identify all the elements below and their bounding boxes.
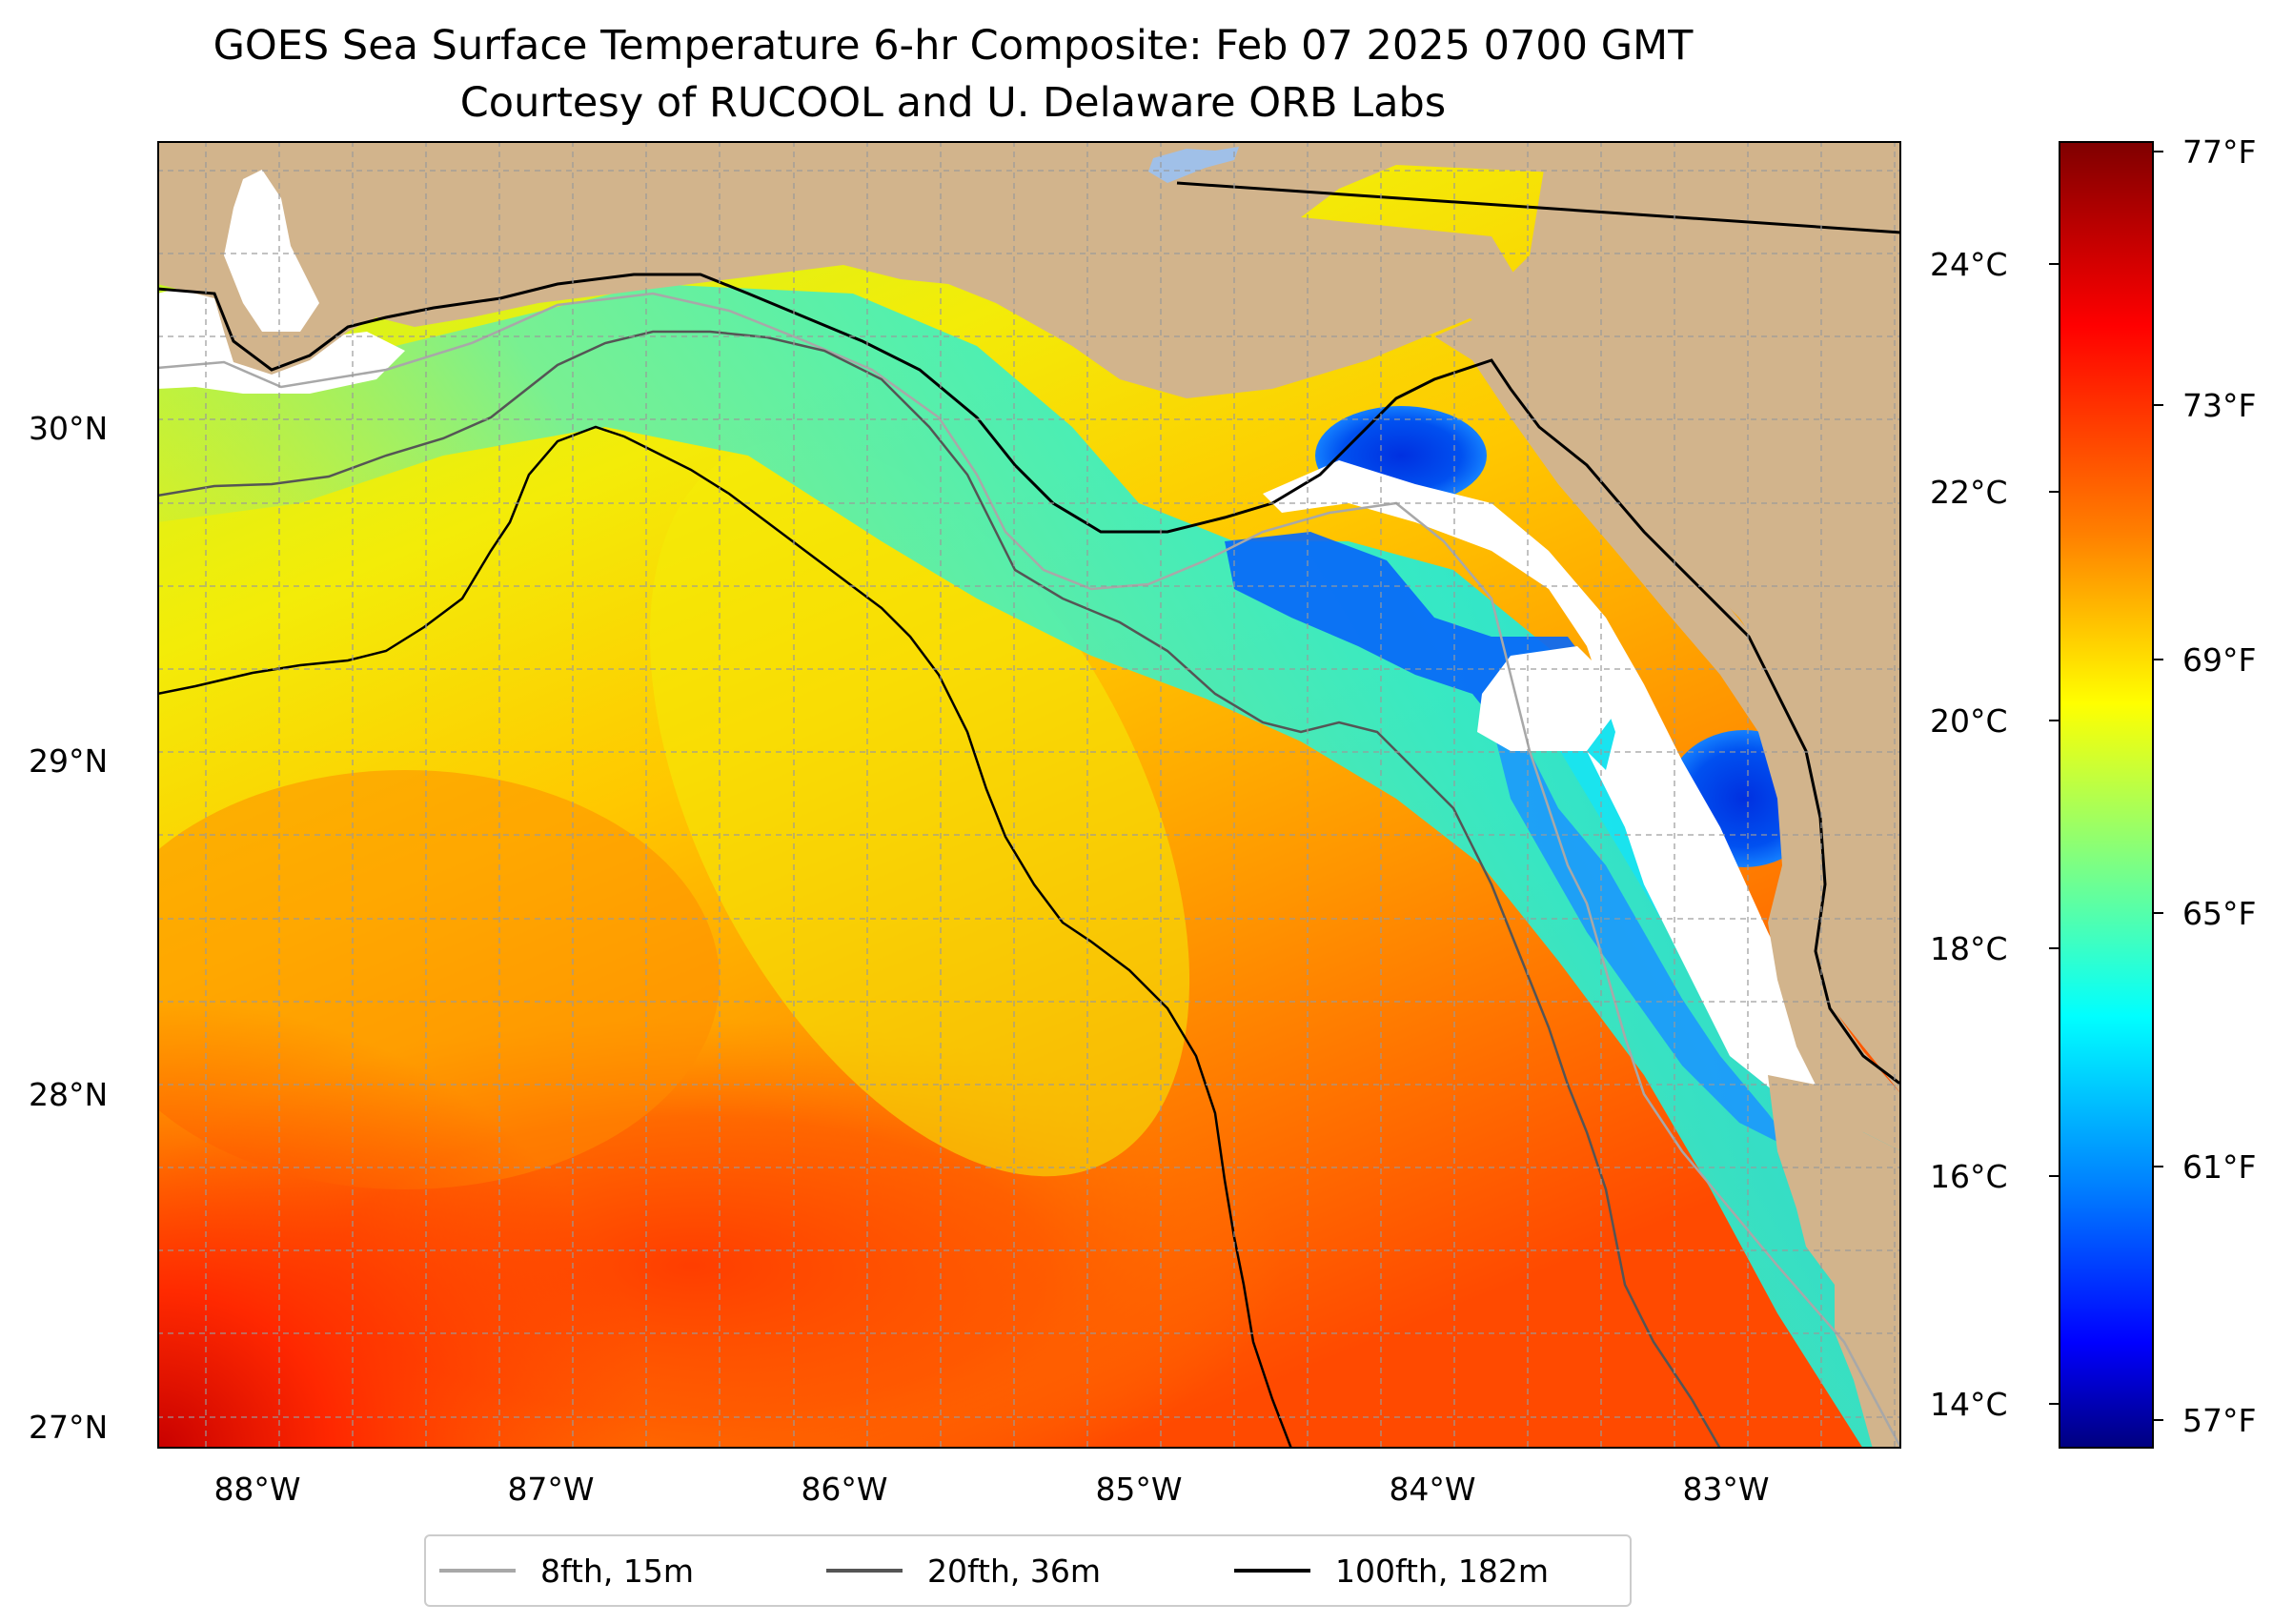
blue-water-cedar-key — [1491, 722, 1796, 1151]
colorbar-label-73f: 73°F — [2182, 387, 2257, 424]
land-peninsula-east — [1472, 141, 1901, 1085]
colorbar-label-18c: 18°C — [1930, 930, 2008, 967]
lon-label-85: 85°W — [1095, 1471, 1183, 1508]
legend-item-20fth: 20fth, 36m — [826, 1536, 1101, 1605]
colorbar-label-57f: 57°F — [2182, 1402, 2257, 1439]
colorbar-label-22c: 22°C — [1930, 474, 2008, 511]
colorbar-label-24c: 24°C — [1930, 246, 2008, 283]
legend-swatch-8fth — [439, 1569, 516, 1573]
legend-swatch-20fth — [826, 1569, 903, 1573]
colorbar-label-61f: 61°F — [2182, 1148, 2257, 1186]
lat-label-28: 28°N — [29, 1076, 109, 1113]
mobile-bay-water — [224, 170, 319, 332]
legend-label-8fth: 8fth, 15m — [540, 1552, 695, 1590]
legend-swatch-100fth — [1234, 1569, 1310, 1573]
land-panhandle — [157, 141, 1901, 398]
legend-label-20fth: 20fth, 36m — [927, 1552, 1101, 1590]
contour-20fth — [157, 330, 1722, 1449]
gridlines — [157, 141, 1901, 1449]
contour-100fth — [157, 425, 1293, 1449]
temperature-colorbar — [2059, 141, 2154, 1449]
colorbar-label-77f: 77°F — [2182, 133, 2257, 171]
red-corner — [157, 999, 653, 1449]
colorbar-label-20c: 20°C — [1930, 702, 2008, 740]
lake — [1148, 147, 1239, 183]
no-data-big-bend — [1263, 460, 1892, 1104]
lon-label-88: 88°W — [213, 1471, 301, 1508]
lat-label-27: 27°N — [29, 1409, 109, 1446]
map-frame — [157, 141, 1901, 1449]
contour-8fth — [157, 292, 1901, 1449]
legend-item-8fth: 8fth, 15m — [439, 1536, 694, 1605]
lon-label-84: 84°W — [1389, 1471, 1476, 1508]
lon-label-83: 83°W — [1682, 1471, 1770, 1508]
map-title-line1: GOES Sea Surface Temperature 6-hr Compos… — [213, 22, 1694, 70]
lon-label-86: 86°W — [801, 1471, 888, 1508]
contour-legend: 8fth, 15m 20fth, 36m 100fth, 182m — [424, 1534, 1632, 1607]
map-title-line2: Courtesy of RUCOOL and U. Delaware ORB L… — [459, 79, 1447, 127]
lat-label-29: 29°N — [29, 742, 109, 780]
lon-label-87: 87°W — [507, 1471, 595, 1508]
legend-item-100fth: 100fth, 182m — [1234, 1536, 1549, 1605]
colorbar-label-14c: 14°C — [1930, 1386, 2008, 1423]
land-panhandle-shore — [1434, 308, 1901, 1151]
colorbar-label-69f: 69°F — [2182, 641, 2257, 679]
lat-label-30: 30°N — [29, 410, 109, 447]
colorbar-label-65f: 65°F — [2182, 895, 2257, 932]
sst-map — [157, 141, 1901, 1449]
land-tampa — [1768, 1075, 1901, 1449]
colorbar-label-16c: 16°C — [1930, 1158, 2008, 1195]
state-boundary — [1176, 181, 1901, 234]
legend-label-100fth: 100fth, 182m — [1335, 1552, 1549, 1590]
